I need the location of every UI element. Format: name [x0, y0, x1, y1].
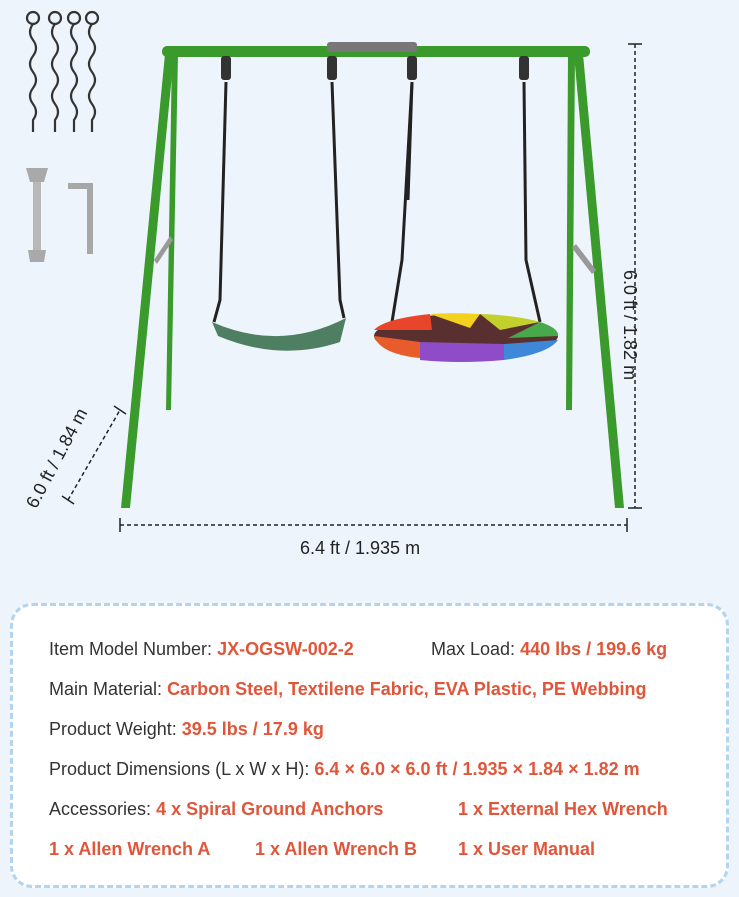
accessory-item-row: 1 x Allen Wrench B — [255, 839, 417, 860]
weight-label: Product Weight: — [49, 719, 177, 739]
swing-hangers — [221, 56, 529, 80]
accessory-item-row: 1 x Allen Wrench A — [49, 839, 210, 860]
model-label: Item Model Number: — [49, 639, 213, 659]
weight-row: Product Weight: 39.5 lbs / 17.9 kg — [49, 719, 324, 740]
spiral-anchors-icon — [25, 10, 100, 132]
accessory-item: 4 x Spiral Ground Anchors — [156, 799, 384, 819]
dimension-lines — [67, 44, 636, 526]
accessory-item-row: 1 x User Manual — [458, 839, 595, 860]
material-label: Main Material: — [49, 679, 163, 699]
accessory-item-row: 1 x External Hex Wrench — [458, 799, 668, 820]
material-value: Carbon Steel, Textilene Fabric, EVA Plas… — [167, 679, 647, 699]
accessory-item: 1 x External Hex Wrench — [458, 799, 668, 819]
weight-value: 39.5 lbs / 17.9 kg — [181, 719, 324, 739]
wrench-icon — [26, 168, 48, 262]
belt-swing-seat — [212, 318, 346, 351]
dimensions-label: Product Dimensions (L x W x H): — [49, 759, 310, 779]
height-dimension-label: 6.0 ft / 1.82 m — [620, 270, 640, 381]
accessories-label: Accessories: — [49, 799, 152, 819]
swing-frame — [121, 46, 624, 508]
dimensions-value: 6.4 × 6.0 × 6.0 ft / 1.935 × 1.84 × 1.82… — [314, 759, 640, 779]
saucer-swing — [374, 313, 559, 362]
accessories-row: Accessories: 4 x Spiral Ground Anchors — [49, 799, 383, 820]
accessory-item: 1 x Allen Wrench A — [49, 839, 211, 859]
accessory-item: 1 x User Manual — [458, 839, 596, 859]
spec-card: Item Model Number: JX-OGSW-002-2 Max Loa… — [10, 603, 729, 888]
accessory-item: 1 x Allen Wrench B — [255, 839, 418, 859]
model-value: JX-OGSW-002-2 — [217, 639, 354, 659]
frame-connector — [327, 42, 417, 52]
width-dimension-label: 6.4 ft / 1.935 m — [300, 538, 421, 558]
max-load-row: Max Load: 440 lbs / 199.6 kg — [431, 639, 667, 660]
max-load-label: Max Load: — [431, 639, 516, 659]
max-load-value: 440 lbs / 199.6 kg — [520, 639, 668, 659]
model-row: Item Model Number: JX-OGSW-002-2 — [49, 639, 354, 660]
swing-set-illustration — [25, 10, 642, 532]
dimensions-row: Product Dimensions (L x W x H): 6.4 × 6.… — [49, 759, 640, 780]
allen-wrench-icon — [68, 183, 93, 254]
material-row: Main Material: Carbon Steel, Textilene F… — [49, 679, 647, 700]
swing-ropes — [212, 81, 542, 323]
